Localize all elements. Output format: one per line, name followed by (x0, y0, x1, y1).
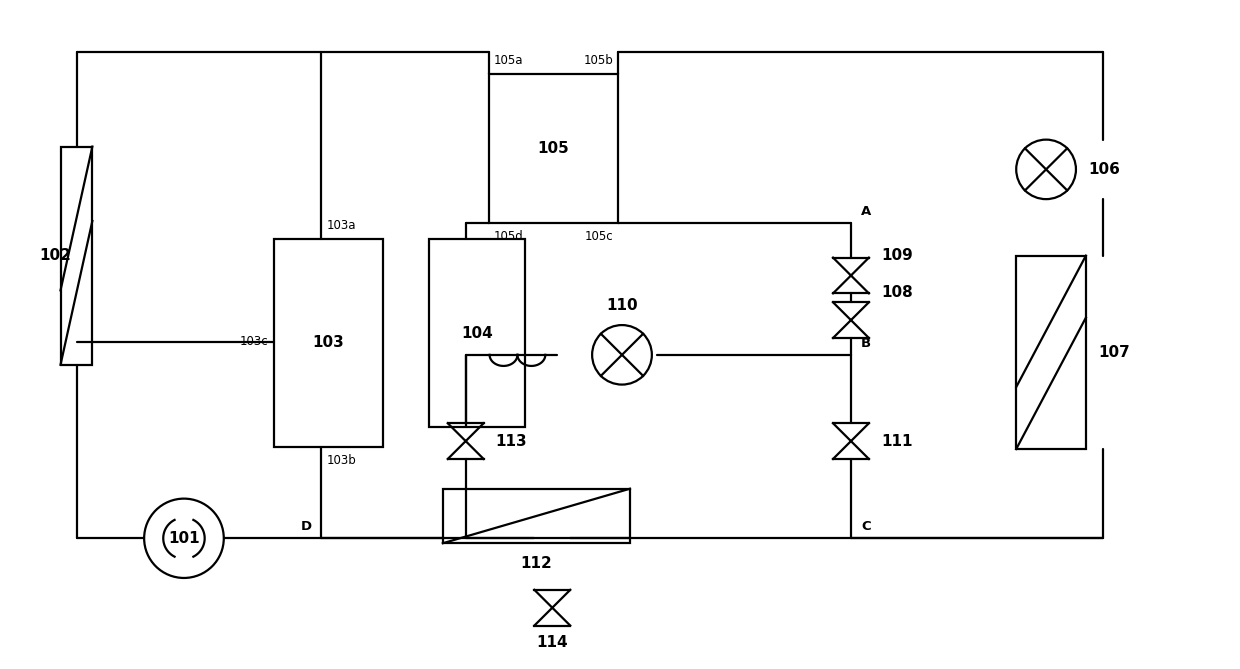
Text: C: C (861, 520, 870, 533)
Bar (429, 239, 526, 427)
Text: 103c: 103c (241, 335, 269, 349)
Text: 106: 106 (1087, 162, 1120, 177)
Text: 113: 113 (496, 434, 527, 449)
Text: 105b: 105b (583, 54, 613, 68)
Text: 107: 107 (1097, 345, 1130, 360)
Text: 102: 102 (40, 248, 72, 263)
Text: 110: 110 (606, 298, 637, 312)
Text: 114: 114 (537, 636, 568, 650)
Text: B: B (861, 337, 870, 350)
Bar (489, 74, 618, 223)
Text: D: D (300, 520, 311, 533)
Text: 105c: 105c (584, 230, 613, 243)
Text: 112: 112 (521, 555, 552, 571)
Text: 109: 109 (880, 248, 913, 263)
Text: A: A (861, 205, 872, 218)
Text: 101: 101 (169, 531, 200, 546)
Bar (443, 489, 630, 543)
Text: 104: 104 (461, 326, 494, 341)
Bar (1017, 256, 1086, 449)
Text: 111: 111 (880, 434, 913, 449)
Text: 105: 105 (537, 141, 569, 156)
Text: 103a: 103a (326, 219, 356, 232)
Text: 105d: 105d (494, 230, 523, 243)
Bar (61, 147, 92, 365)
Text: 108: 108 (880, 286, 913, 300)
Text: 105a: 105a (494, 54, 523, 68)
Text: 103: 103 (312, 335, 345, 351)
Bar (274, 239, 383, 447)
Text: 103b: 103b (326, 454, 356, 467)
